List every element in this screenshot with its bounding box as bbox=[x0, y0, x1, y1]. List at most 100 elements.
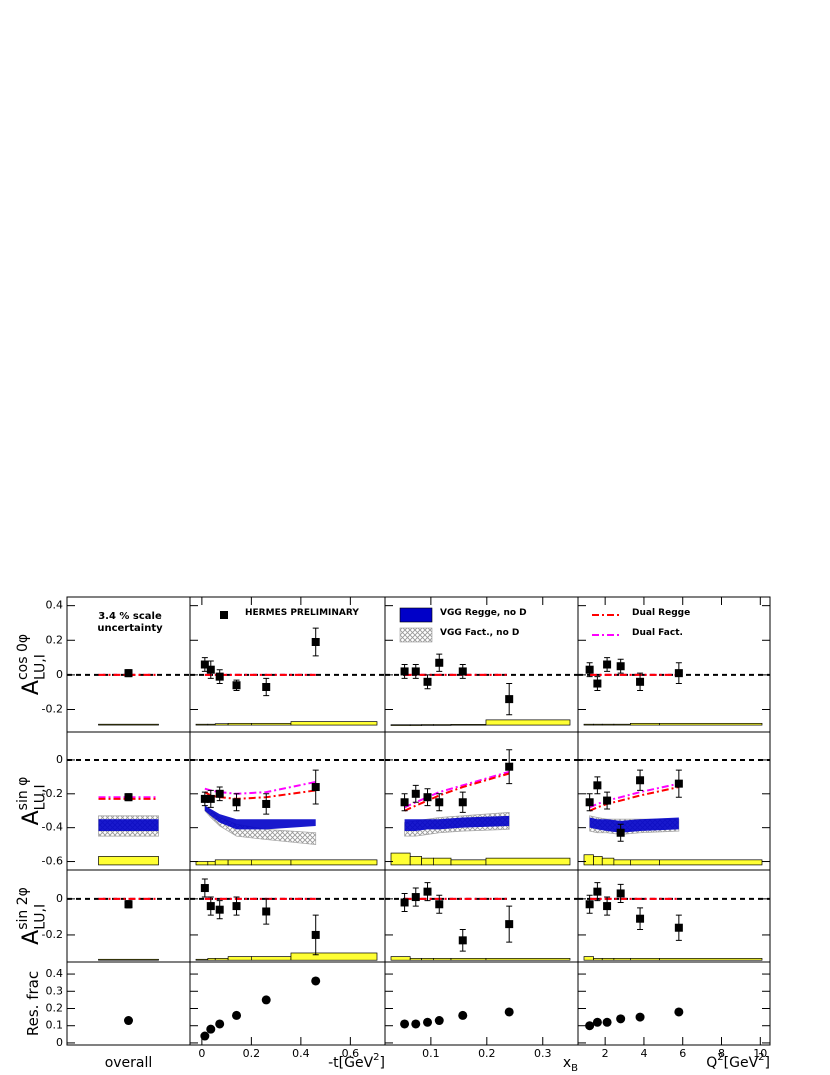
label-part: 2 bbox=[758, 1052, 764, 1063]
data-point bbox=[674, 923, 683, 932]
data-point bbox=[616, 828, 625, 837]
systematic-band bbox=[207, 861, 216, 866]
data-point bbox=[435, 900, 444, 909]
systematic-band bbox=[195, 861, 209, 866]
systematic-band bbox=[409, 724, 422, 726]
label-part: A bbox=[19, 810, 44, 825]
data-point bbox=[200, 660, 209, 669]
y-tick-label: 0.2 bbox=[46, 633, 64, 646]
vgg-regge-band bbox=[204, 805, 316, 830]
systematic-band bbox=[601, 723, 615, 726]
label-part: x bbox=[563, 1055, 571, 1071]
systematic-band bbox=[214, 723, 229, 726]
systematic-band bbox=[450, 859, 487, 866]
systematic-band bbox=[290, 721, 378, 726]
legend-swatch bbox=[399, 627, 433, 643]
systematic-band bbox=[613, 723, 631, 726]
systematic-band bbox=[450, 724, 487, 726]
systematic-band bbox=[214, 958, 229, 961]
y-tick-label: 0.4 bbox=[46, 599, 64, 612]
systematic-band bbox=[421, 857, 434, 866]
y-tick-label: -0.6 bbox=[42, 855, 63, 868]
systematic-band bbox=[583, 723, 594, 726]
y-tick-label: -0.2 bbox=[42, 703, 63, 716]
label-part: sin 2φ bbox=[15, 887, 31, 930]
data-point bbox=[262, 907, 271, 916]
systematic-band bbox=[251, 956, 292, 961]
x-tick-label: 0 bbox=[198, 1047, 205, 1060]
legend-marker bbox=[220, 611, 228, 619]
data-point bbox=[400, 1019, 410, 1029]
systematic-band bbox=[450, 958, 487, 961]
vgg-regge-band bbox=[98, 819, 159, 832]
systematic-band bbox=[630, 958, 660, 961]
systematic-band bbox=[98, 856, 159, 866]
data-point bbox=[593, 887, 602, 896]
systematic-band bbox=[214, 859, 229, 866]
data-point bbox=[200, 794, 209, 803]
systematic-band bbox=[601, 857, 615, 866]
systematic-band bbox=[421, 724, 434, 726]
y-tick-label: -0.2 bbox=[42, 928, 63, 941]
systematic-band bbox=[251, 859, 292, 866]
label-part: Res. frac bbox=[24, 971, 42, 1036]
data-point bbox=[262, 683, 271, 691]
y-axis-label: Asin φ LU,I bbox=[15, 777, 49, 826]
systematic-band bbox=[207, 958, 216, 961]
data-point bbox=[215, 789, 224, 798]
data-point bbox=[603, 796, 612, 805]
systematic-band bbox=[630, 859, 660, 866]
annotation: 3.4 % scale bbox=[98, 611, 162, 622]
systematic-band bbox=[227, 956, 252, 961]
dual-regge-curve bbox=[589, 786, 680, 812]
y-tick-label: 0.1 bbox=[46, 1019, 64, 1032]
data-point bbox=[215, 905, 224, 914]
data-point bbox=[215, 672, 224, 681]
data-point bbox=[458, 1010, 468, 1020]
data-point bbox=[593, 679, 602, 688]
data-point bbox=[206, 1024, 216, 1034]
y-tick-label: 0 bbox=[56, 892, 63, 905]
label-part: LU,I bbox=[33, 784, 49, 810]
systematic-band bbox=[583, 854, 594, 866]
systematic-band bbox=[290, 859, 378, 866]
systematic-band bbox=[195, 723, 209, 726]
plot-area bbox=[67, 627, 770, 1041]
systematic-band bbox=[659, 722, 763, 726]
systematic-band bbox=[207, 723, 216, 726]
y-tick-label: 0.4 bbox=[46, 967, 64, 980]
systematic-band bbox=[390, 956, 411, 961]
label-part: LU,I bbox=[33, 904, 49, 930]
data-point bbox=[585, 1021, 595, 1031]
vgg-regge-band bbox=[404, 815, 510, 832]
x-tick-label: 0.2 bbox=[243, 1047, 261, 1060]
systematic-band bbox=[485, 958, 571, 961]
data-point bbox=[674, 779, 683, 788]
systematic-band bbox=[251, 722, 292, 726]
data-point bbox=[636, 677, 645, 686]
systematic-band bbox=[227, 859, 252, 866]
label-part: B bbox=[571, 1063, 578, 1074]
systematic-band bbox=[593, 958, 603, 961]
data-point bbox=[458, 798, 467, 807]
y-tick-label: 0 bbox=[56, 668, 63, 681]
data-point bbox=[124, 669, 133, 678]
x-axis-label: overall bbox=[105, 1055, 153, 1071]
y-tick-label: -0.2 bbox=[42, 787, 63, 800]
data-point bbox=[311, 976, 321, 986]
label-part: 2 bbox=[717, 1052, 723, 1063]
vgg-regge-band bbox=[589, 817, 679, 833]
data-point bbox=[411, 667, 420, 676]
systematic-band bbox=[433, 958, 452, 961]
systematic-band bbox=[593, 856, 603, 866]
systematic-band bbox=[409, 856, 422, 866]
x-tick-label: 0.4 bbox=[292, 1047, 310, 1060]
y-tick-label: 0 bbox=[56, 1036, 63, 1049]
data-point bbox=[206, 665, 215, 674]
systematic-band bbox=[421, 958, 434, 961]
y-tick-label: 0.2 bbox=[46, 1001, 64, 1014]
x-tick-label: 0.6 bbox=[342, 1047, 360, 1060]
data-point bbox=[423, 887, 432, 896]
